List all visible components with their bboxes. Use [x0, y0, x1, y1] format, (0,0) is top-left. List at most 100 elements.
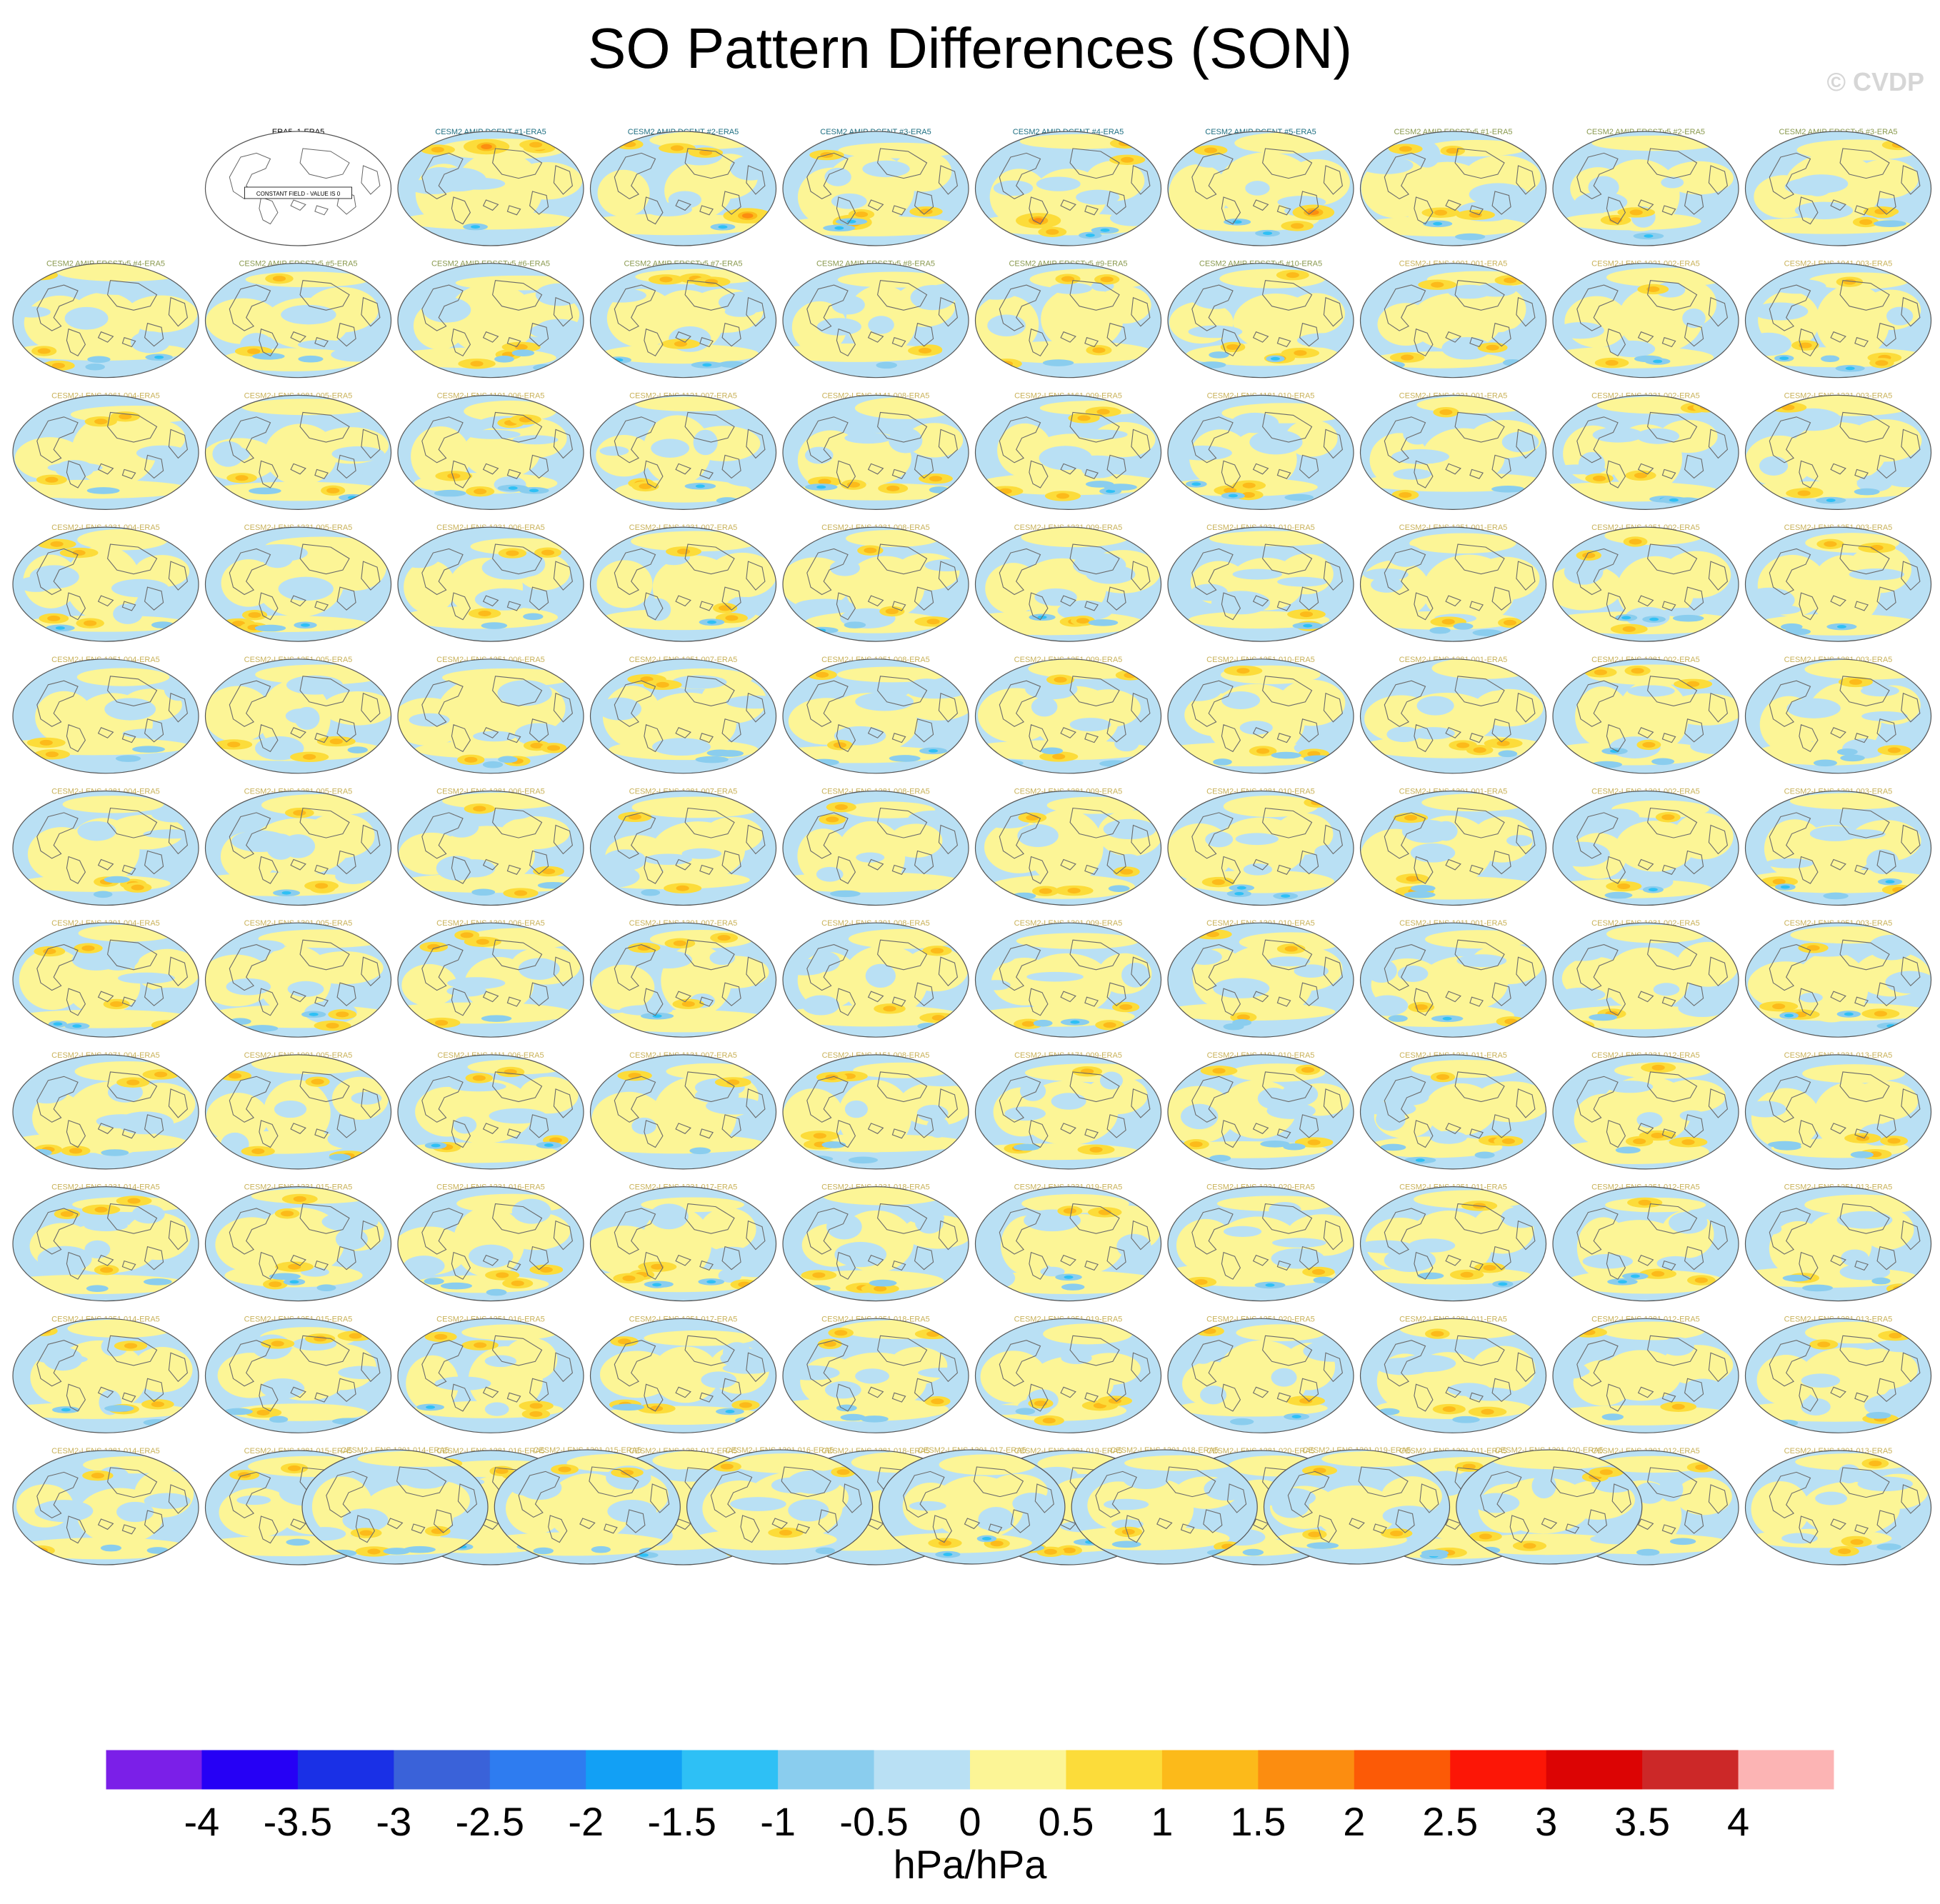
globe-outline	[1359, 1186, 1547, 1302]
colorbar-swatch	[1258, 1750, 1355, 1790]
colorbar-swatch	[1161, 1750, 1259, 1790]
globe-outline	[782, 658, 969, 774]
globe-outline	[589, 658, 777, 774]
map-panel: CESM2-LENS 1281.004-ERA5	[12, 788, 199, 906]
map-panel: CESM2-LENS 1301.002-ERA5	[1552, 788, 1739, 906]
map-panel: CESM2-LENS 1301.016-ERA5	[686, 1446, 874, 1565]
globe-outline	[1359, 790, 1547, 906]
globe-outline	[1167, 790, 1354, 906]
globe-outline	[1167, 1186, 1354, 1302]
map-panel: CESM2 AMIP DCENT #1-ERA5	[397, 128, 584, 246]
globe-outline	[686, 1449, 874, 1565]
colorbar-tick-label: 2	[1343, 1799, 1365, 1844]
map-panel: CESM2-LENS 1251.011-ERA5	[1359, 1183, 1547, 1302]
colorbar-swatch	[106, 1750, 202, 1790]
globe-outline	[974, 1186, 1162, 1302]
map-panel: CESM2-LENS 1231.015-ERA5	[204, 1183, 392, 1302]
colorbar-swatch	[778, 1750, 875, 1790]
globe-outline	[1744, 1318, 1932, 1433]
map-panel: CESM2-LENS 1131.007-ERA5	[589, 1051, 777, 1170]
map-panel: CESM2-LENS 1231.008-ERA5	[782, 523, 969, 642]
colorbar-swatch	[489, 1750, 586, 1790]
map-panel: CESM2 AMIP ERSSTv5 #2-ERA5	[1552, 128, 1739, 246]
map-panel: CESM2-LENS 1281.003-ERA5	[1744, 656, 1932, 774]
globe-outline	[397, 658, 584, 774]
constant-field-note: CONSTANT FIELD - VALUE IS 0	[256, 191, 341, 197]
colorbar-tick-label: -3.5	[264, 1799, 333, 1844]
map-panel: CESM2-LENS 1021.002-ERA5	[1552, 260, 1739, 379]
globe-outline	[1552, 1318, 1739, 1433]
map-panel: CESM2-LENS 1301.009-ERA5	[974, 919, 1162, 1038]
globe-outline	[1167, 1054, 1354, 1170]
globe-outline	[879, 1449, 1066, 1565]
globe-outline	[1359, 922, 1547, 1038]
globe-outline	[397, 1186, 584, 1302]
map-panel: CESM2-LENS 1191.010-ERA5	[1167, 1051, 1354, 1170]
globe-outline	[782, 526, 969, 642]
map-panel: CESM2-LENS 1071.004-ERA5	[12, 1051, 199, 1170]
map-panel: CESM2-LENS 1251.004-ERA5	[12, 656, 199, 774]
map-panel: CESM2-LENS 1281.008-ERA5	[782, 788, 969, 906]
colorbar-swatch	[586, 1750, 683, 1790]
map-panel: ERA5_1-ERA5CONSTANT FIELD - VALUE IS 0	[204, 128, 392, 246]
map-panel: CESM2-LENS 1281.011-ERA5	[1359, 1315, 1547, 1433]
map-panel: CESM2-LENS 1281.006-ERA5	[397, 788, 584, 906]
globe-outline	[397, 131, 584, 246]
map-panel: CESM2 AMIP ERSSTv5 #6-ERA5	[397, 260, 584, 379]
globe-outline	[1744, 922, 1932, 1038]
globe-outline	[397, 790, 584, 906]
map-panel: CESM2 AMIP ERSSTv5 #1-ERA5	[1359, 128, 1547, 246]
globe-outline	[782, 1186, 969, 1302]
globe-outline	[12, 1186, 199, 1302]
globe-outline	[1744, 1186, 1932, 1302]
globe-outline	[974, 790, 1162, 906]
map-panel: CESM2-LENS 1231.019-ERA5	[974, 1183, 1162, 1302]
map-panel: CESM2-LENS 1251.017-ERA5	[589, 1315, 777, 1433]
globe-outline	[1552, 526, 1739, 642]
globe-outline	[12, 658, 199, 774]
globe-outline	[12, 263, 199, 379]
map-panel: CESM2 AMIP DCENT #5-ERA5	[1167, 128, 1354, 246]
globe-outline	[12, 1054, 199, 1170]
globe-outline	[1359, 394, 1547, 511]
colorbar-tick-label: 3.5	[1614, 1799, 1670, 1844]
map-panel: CESM2-LENS 1281.010-ERA5	[1167, 788, 1354, 906]
map-panel: CESM2-LENS 1231.013-ERA5	[1744, 1051, 1932, 1170]
map-panel: CESM2-LENS 1251.019-ERA5	[974, 1315, 1162, 1433]
globe-outline	[1552, 790, 1739, 906]
globe-outline	[782, 1054, 969, 1170]
map-panel: CESM2-LENS 1301.007-ERA5	[589, 919, 777, 1038]
map-panel: CESM2-LENS 1011.001-ERA5	[1359, 919, 1547, 1038]
map-panel: CESM2-LENS 1281.005-ERA5	[204, 788, 392, 906]
globe-outline	[12, 526, 199, 642]
globe-outline	[204, 1186, 392, 1302]
map-panel: CESM2-LENS 1031.002-ERA5	[1552, 919, 1739, 1038]
map-panel: CESM2-LENS 1231.010-ERA5	[1167, 523, 1354, 642]
colorbar-swatch	[874, 1750, 971, 1790]
map-panel: CESM2-LENS 1281.013-ERA5	[1744, 1315, 1932, 1433]
globe-outline	[397, 1318, 584, 1433]
globe-outline	[12, 790, 199, 906]
globe-outline	[1744, 1054, 1932, 1170]
globe-outline	[589, 922, 777, 1038]
colorbar-units-label: hPa/hPa	[893, 1842, 1047, 1887]
map-panel: CESM2 AMIP DCENT #2-ERA5	[589, 128, 777, 246]
colorbar-tick-label: -0.5	[839, 1799, 909, 1844]
map-panel: CESM2-LENS 1231.017-ERA5	[589, 1183, 777, 1302]
map-panel: CESM2-LENS 1301.006-ERA5	[397, 919, 584, 1038]
map-panel: CESM2-LENS 1301.010-ERA5	[1167, 919, 1354, 1038]
globe-outline	[1263, 1449, 1451, 1565]
map-panel: CESM2 AMIP ERSSTv5 #5-ERA5	[204, 260, 392, 379]
map-panel: CESM2-LENS 1101.006-ERA5	[397, 391, 584, 511]
map-panel: CESM2-LENS 1231.009-ERA5	[974, 523, 1162, 642]
map-panel: CESM2-LENS 1281.002-ERA5	[1552, 656, 1739, 774]
globe-outline	[974, 131, 1162, 246]
map-panel: CESM2-LENS 1231.001-ERA5	[1359, 391, 1547, 511]
globe-outline	[204, 790, 392, 906]
colorbar-swatch	[1450, 1750, 1547, 1790]
globe-outline	[782, 922, 969, 1038]
map-panel: CESM2-LENS 1231.014-ERA5	[12, 1183, 199, 1302]
map-panel: CESM2-LENS 1231.012-ERA5	[1552, 1051, 1739, 1170]
map-panel: CESM2-LENS 1251.009-ERA5	[974, 656, 1162, 774]
globe-outline	[204, 263, 392, 379]
